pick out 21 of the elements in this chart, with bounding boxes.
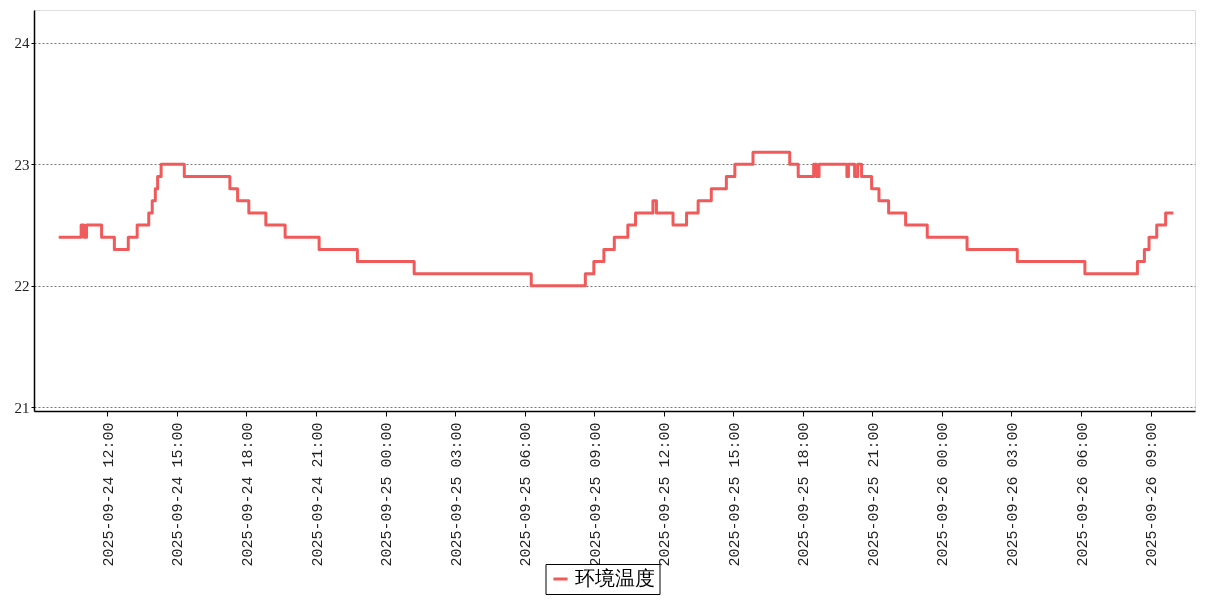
x-tick-label: 2025-09-25 12:00 [657, 422, 675, 567]
x-tick-label: 2025-09-25 15:00 [726, 422, 744, 567]
x-tick-label: 2025-09-26 06:00 [1074, 422, 1092, 567]
x-tick-label: 2025-09-24 21:00 [309, 422, 327, 567]
x-tick-label: 2025-09-25 18:00 [796, 422, 814, 567]
x-tick-label: 2025-09-25 03:00 [448, 422, 466, 567]
x-tick-label: 2025-09-25 21:00 [865, 422, 883, 567]
x-tick-label: 2025-09-25 06:00 [518, 422, 536, 567]
x-tick-label: 2025-09-24 15:00 [170, 422, 188, 567]
x-tick-label: 2025-09-26 09:00 [1144, 422, 1162, 567]
x-tick-label: 2025-09-24 12:00 [100, 422, 118, 567]
y-tick-label: 23 [14, 156, 30, 173]
y-tick-label: 21 [14, 399, 30, 416]
x-tick-label: 2025-09-24 18:00 [240, 422, 257, 567]
x-tick-label: 2025-09-26 00:00 [935, 422, 953, 567]
y-tick-label: 24 [14, 35, 30, 52]
legend-label: 环境温度 [574, 567, 655, 589]
x-tick-label: 2025-09-25 09:00 [587, 422, 605, 567]
x-tick-label: 2025-09-26 03:00 [1004, 422, 1022, 567]
y-tick-label: 22 [14, 278, 30, 295]
x-tick-label: 2025-09-25 00:00 [379, 422, 397, 567]
